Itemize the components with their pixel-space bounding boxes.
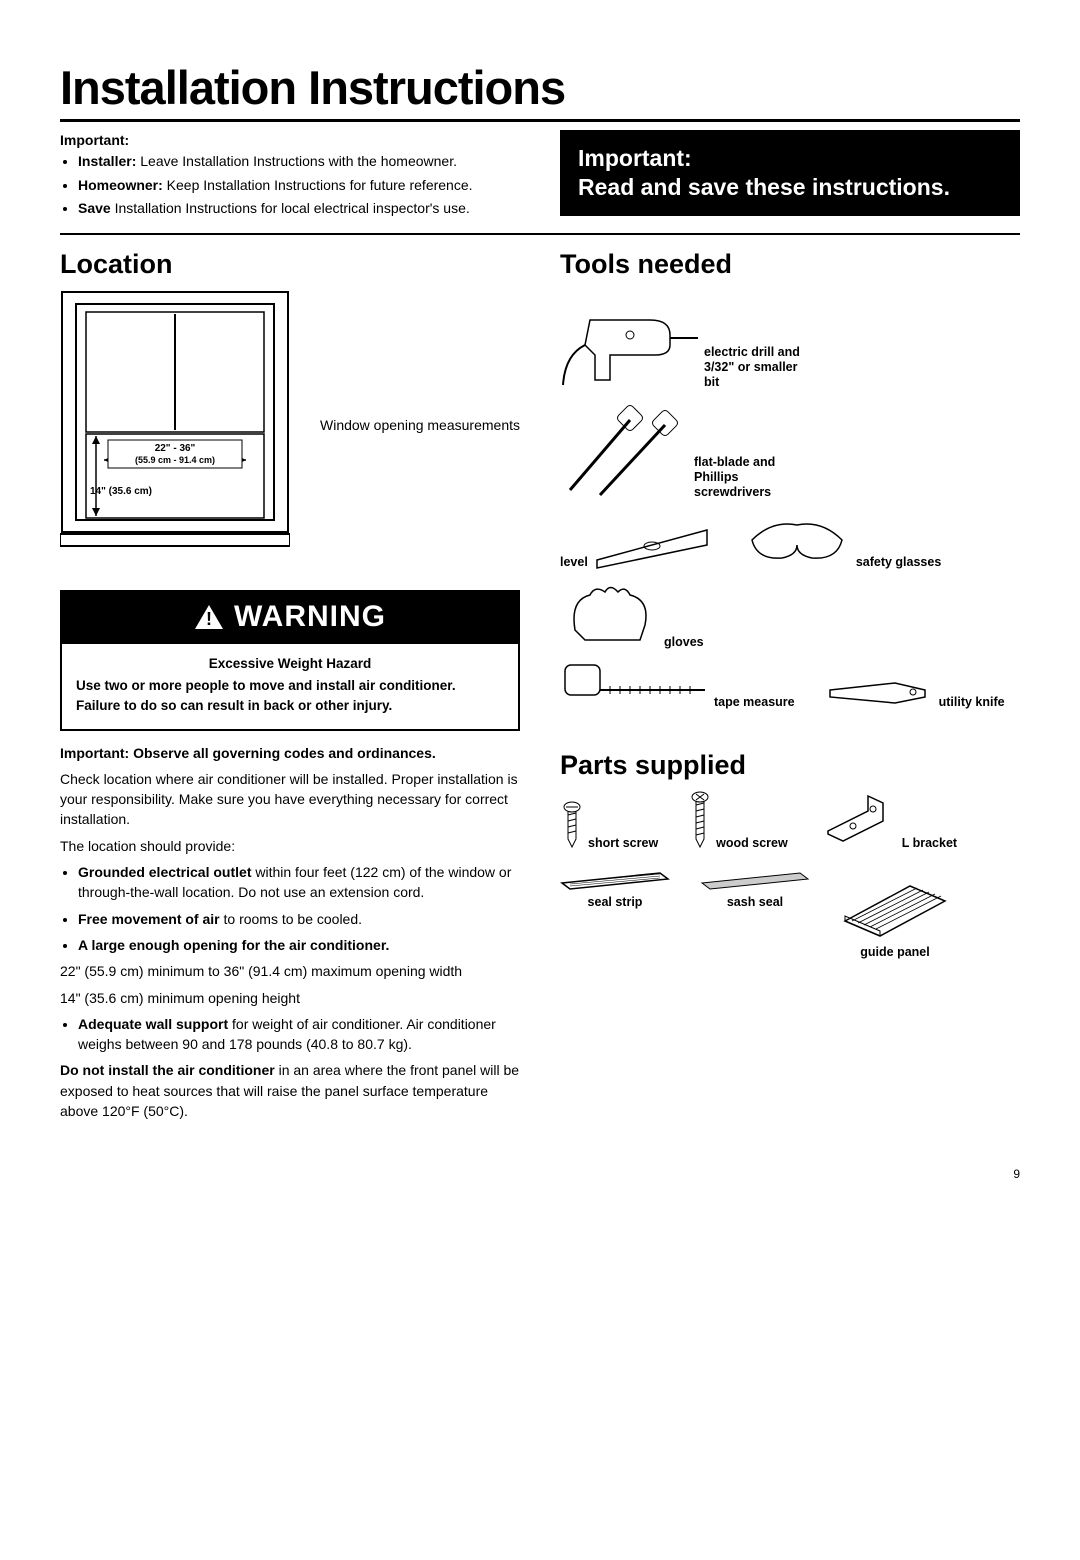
warning-banner: ! WARNING (60, 590, 520, 642)
parts-heading: Parts supplied (560, 750, 1020, 781)
part-short-screw: short screw (560, 791, 658, 851)
warning-line1: Use two or more people to move and insta… (76, 678, 456, 693)
part-wood-screw: wood screw (688, 791, 788, 851)
window-diagram: 22" - 36" (55.9 cm - 91.4 cm) 14" (35.6 … (60, 290, 290, 560)
tool-label: level (560, 555, 588, 570)
safety-glasses-icon (742, 510, 852, 570)
top-bullet-list: Installer: Leave Installation Instructio… (60, 152, 520, 219)
loc-b-bold: Grounded electrical outlet (78, 864, 251, 880)
tool-label: utility knife (939, 695, 1005, 710)
loc-bullet: Grounded electrical outlet within four f… (78, 862, 520, 903)
warning-triangle-icon: ! (194, 604, 224, 630)
tool-gloves: gloves (560, 580, 704, 650)
screwdrivers-icon (560, 400, 690, 500)
top-bullet: Homeowner: Keep Installation Instruction… (78, 176, 520, 196)
part-label: seal strip (588, 895, 643, 909)
loc-bullet: A large enough opening for the air condi… (78, 935, 520, 955)
loc-b-bold: A large enough opening for the air condi… (78, 937, 389, 953)
l-bracket-icon (818, 791, 898, 851)
page-title: Installation Instructions (60, 60, 1020, 115)
part-guide-panel: guide panel (840, 871, 950, 960)
part-sash-seal: sash seal (700, 871, 810, 960)
important-label: Important: (60, 132, 520, 148)
tool-screwdrivers: flat-blade and Phillips screwdrivers (560, 400, 804, 500)
sash-seal-icon (700, 871, 810, 891)
black-box-line1: Important: (578, 145, 692, 171)
tool-label: gloves (664, 635, 704, 650)
do-not-install: Do not install the air conditioner in an… (60, 1060, 520, 1121)
warning-body: Excessive Weight Hazard Use two or more … (60, 642, 520, 731)
loc-bullet: Free movement of air to rooms to be cool… (78, 909, 520, 929)
part-label: L bracket (902, 836, 957, 851)
warning-heading: Excessive Weight Hazard (76, 654, 504, 674)
window-width-cm: (55.9 cm - 91.4 cm) (135, 455, 215, 465)
gloves-icon (560, 580, 660, 650)
title-rule (60, 119, 1020, 122)
loc-b-rest: to rooms to be cooled. (220, 911, 362, 927)
part-label: short screw (588, 836, 658, 851)
window-width-label: 22" - 36" (155, 443, 196, 454)
warning-label: WARNING (234, 600, 386, 634)
part-seal-strip: seal strip (560, 871, 670, 960)
bullet-rest: Leave Installation Instructions with the… (136, 153, 457, 169)
top-bullet: Installer: Leave Installation Instructio… (78, 152, 520, 172)
drill-icon (560, 290, 700, 390)
black-box-line2: Read and save these instructions. (578, 174, 950, 200)
window-height-label: 14" (35.6 cm) (90, 486, 152, 497)
bullet-bold: Homeowner: (78, 177, 163, 193)
guide-panel-icon (840, 871, 950, 941)
tool-label: flat-blade and Phillips screwdrivers (694, 455, 804, 500)
part-label: sash seal (727, 895, 783, 909)
bullet-bold: Installer: (78, 153, 136, 169)
check-p1: Check location where air conditioner wil… (60, 769, 520, 830)
location-heading: Location (60, 249, 520, 280)
page-number: 9 (60, 1167, 1020, 1181)
warning-line2: Failure to do so can result in back or o… (76, 698, 392, 713)
tool-label: tape measure (714, 695, 795, 710)
mid-rule (60, 233, 1020, 235)
seal-strip-icon (560, 871, 670, 891)
tool-label: electric drill and 3/32" or smaller bit (704, 345, 814, 390)
window-caption: Window opening measurements (320, 417, 520, 433)
bullet-rest: Keep Installation Instructions for futur… (163, 177, 473, 193)
tool-knife: utility knife (825, 660, 1005, 710)
utility-knife-icon (825, 675, 935, 710)
bullet-rest: Installation Instructions for local elec… (111, 200, 470, 216)
tape-measure-icon (560, 660, 710, 710)
tool-tape: tape measure (560, 660, 795, 710)
tool-label: safety glasses (856, 555, 941, 570)
opening-sub2: 14" (35.6 cm) minimum opening height (60, 988, 520, 1008)
opening-sub1: 22" (55.9 cm) minimum to 36" (91.4 cm) m… (60, 961, 520, 981)
short-screw-icon (560, 801, 584, 851)
tool-drill: electric drill and 3/32" or smaller bit (560, 290, 814, 390)
bullet-bold: Save (78, 200, 111, 216)
part-label: wood screw (716, 836, 788, 851)
svg-text:!: ! (206, 609, 212, 629)
save-instructions-box: Important: Read and save these instructi… (560, 130, 1020, 216)
location-bullets-2: Adequate wall support for weight of air … (78, 1014, 520, 1055)
loc-b-bold: Free movement of air (78, 911, 220, 927)
check-p2: The location should provide: (60, 836, 520, 856)
part-label: guide panel (860, 945, 929, 959)
loc4-bold: Adequate wall support (78, 1016, 228, 1032)
location-bullets: Grounded electrical outlet within four f… (78, 862, 520, 955)
part-l-bracket: L bracket (818, 791, 957, 851)
tool-glasses: safety glasses (742, 510, 941, 570)
tool-level: level (560, 510, 712, 570)
codes-line: Important: Observe all governing codes a… (60, 745, 436, 761)
tools-heading: Tools needed (560, 249, 1020, 280)
wood-screw-icon (688, 791, 712, 851)
do-not-bold: Do not install the air conditioner (60, 1062, 275, 1078)
loc-bullet: Adequate wall support for weight of air … (78, 1014, 520, 1055)
top-bullet: Save Installation Instructions for local… (78, 199, 520, 219)
level-icon (592, 520, 712, 570)
